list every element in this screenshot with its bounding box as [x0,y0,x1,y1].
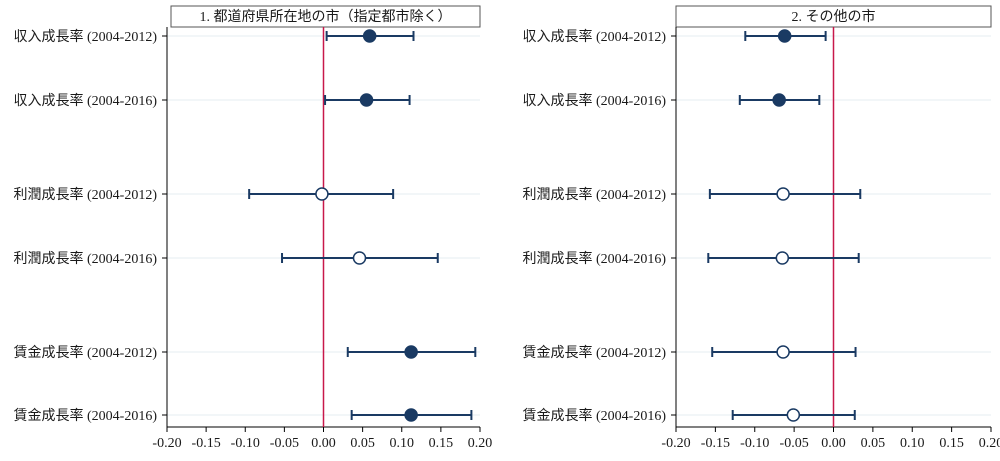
point-estimate-filled [779,30,791,42]
point-estimate-hollow [777,188,789,200]
x-tick-label: -0.15 [192,436,221,451]
point-estimate-hollow [777,346,789,358]
x-tick-label: 0.10 [900,436,925,451]
x-tick-label: 0.20 [979,436,1000,451]
point-estimate-filled [773,94,785,106]
panel-title: 1. 都道府県所在地の市（指定都市除く） [200,8,452,25]
row-label: 利潤成長率 (2004-2016) [523,250,667,267]
row-label: 賃金成長率 (2004-2016) [14,407,158,424]
point-estimate-filled [405,409,417,421]
point-estimate-hollow [776,252,788,264]
x-tick-label: -0.10 [740,436,769,451]
x-tick-label: -0.10 [231,436,260,451]
x-tick-label: 0.15 [429,436,454,451]
x-tick-label: -0.15 [701,436,730,451]
x-tick-label: 0.05 [861,436,886,451]
row-label: 賃金成長率 (2004-2016) [523,407,667,424]
row-label: 賃金成長率 (2004-2012) [523,344,667,361]
point-estimate-filled [361,94,373,106]
row-label: 収入成長率 (2004-2012) [14,28,158,45]
point-estimate-filled [405,346,417,358]
point-estimate-hollow [787,409,799,421]
x-tick-label: 0.00 [311,436,336,451]
panel-1: 1. 都道府県所在地の市（指定都市除く） -0.20 -0.15 -0.10 -0.05… [14,6,493,451]
panel-2: 2. その他の市 -0.20 -0.15 -0.10 -0.05 0.00 0.05 0.10… [523,6,1000,451]
x-tick-label: 0.05 [350,436,375,451]
point-estimate-filled [364,30,376,42]
row-label: 利潤成長率 (2004-2012) [14,186,158,203]
x-tick-label: -0.05 [270,436,299,451]
panel-title: 2. その他の市 [792,8,876,25]
point-estimate-hollow [353,252,365,264]
row-label: 収入成長率 (2004-2012) [523,28,667,45]
row-label: 収入成長率 (2004-2016) [14,92,158,109]
x-tick-label: 0.15 [939,436,964,451]
point-estimate-hollow [316,188,328,200]
row-label: 利潤成長率 (2004-2012) [523,186,667,203]
x-tick-label: 0.00 [821,436,846,451]
row-label: 利潤成長率 (2004-2016) [14,250,158,267]
x-tick-label: -0.20 [152,436,181,451]
x-tick-label: 0.20 [468,436,493,451]
x-tick-label: -0.05 [780,436,809,451]
x-tick-label: 0.10 [390,436,415,451]
row-label: 収入成長率 (2004-2016) [523,92,667,109]
x-tick-label: -0.20 [661,436,690,451]
row-label: 賃金成長率 (2004-2012) [14,344,158,361]
